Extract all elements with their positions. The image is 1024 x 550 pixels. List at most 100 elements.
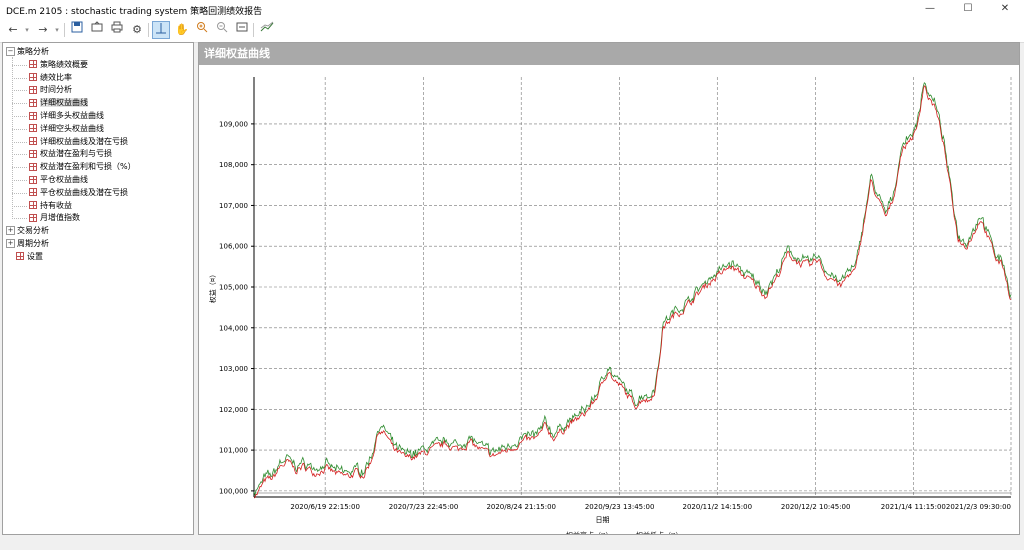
- report-icon: [29, 188, 37, 197]
- arrow-left-icon[interactable]: ←: [8, 23, 18, 36]
- report-icon: [29, 137, 37, 146]
- zoom-out-icon[interactable]: [213, 21, 231, 39]
- y-tick-label: 108,000: [219, 161, 248, 169]
- y-axis-label: 权益（¤）: [208, 271, 217, 303]
- x-axis-label: 日期: [596, 516, 610, 524]
- tree-item-0-3[interactable]: 详细权益曲线: [29, 97, 88, 109]
- panel-title: 详细权益曲线: [199, 43, 1019, 65]
- navigation-tree: − 策略分析 策略绩效概要 绩效比率 时间分析 详细权益曲线 详细多头权益曲线 详细空头权益曲…: [2, 42, 194, 535]
- equity-chart[interactable]: 100,000 101,000 102,000 103,000 104,000 105,0…: [199, 65, 1019, 534]
- tree-item-label[interactable]: 策略绩效概要: [40, 59, 88, 69]
- toolbar: ← ▾ → ▾ ⚙ ✋: [0, 18, 1024, 43]
- tree-item-label[interactable]: 绩效比率: [40, 72, 72, 82]
- tree-connector: [12, 90, 27, 92]
- settings-grid-icon: [16, 252, 24, 261]
- window-title: DCE.m 2105 : stochastic trading system 策…: [6, 7, 263, 17]
- tree-item-0-10[interactable]: 平仓权益曲线及潜在亏损: [29, 187, 128, 199]
- tree-item-label[interactable]: 月增值指数: [40, 213, 80, 223]
- tree-item-0-9[interactable]: 平仓权益曲线: [29, 174, 88, 186]
- tree-group-2[interactable]: + 周期分析: [6, 238, 49, 250]
- tree-group-label[interactable]: 周期分析: [17, 239, 49, 248]
- x-tick-label: 2021/1/4 11:15:00: [881, 503, 946, 511]
- arrow-right-icon[interactable]: →: [38, 23, 48, 36]
- tree-item-label[interactable]: 平仓权益曲线: [40, 175, 88, 184]
- tree-item-label[interactable]: 时间分析: [40, 85, 72, 95]
- tree-group-label[interactable]: 交易分析: [17, 226, 49, 236]
- tree-item-label[interactable]: 持有收益: [40, 200, 72, 210]
- tree-item-0-5[interactable]: 详细空头权益曲线: [29, 123, 104, 135]
- tree-connector: [12, 180, 27, 181]
- expand-icon[interactable]: +: [6, 226, 15, 236]
- chart-style-icon[interactable]: [258, 21, 276, 39]
- tree-item-label[interactable]: 详细多头权益曲线: [40, 111, 104, 120]
- x-tick-label: 2020/12/2 10:45:00: [781, 503, 851, 511]
- y-tick-label: 106,000: [219, 243, 248, 251]
- tree-item-label[interactable]: 详细权益曲线: [40, 98, 88, 108]
- y-tick-label: 104,000: [219, 324, 248, 332]
- x-tick-label: 2020/11/2 14:15:00: [683, 503, 753, 511]
- x-tick-label: 2021/2/3 09:30:00: [946, 503, 1011, 511]
- tree-settings-label[interactable]: 设置: [27, 251, 43, 261]
- minimize-button[interactable]: —: [925, 3, 935, 14]
- tree-connector: [12, 205, 27, 207]
- hand-pan-icon[interactable]: ✋: [175, 23, 189, 36]
- toolbar-separator: [253, 23, 254, 37]
- close-button[interactable]: ✕: [1000, 3, 1010, 14]
- report-icon: [29, 73, 37, 82]
- toolbar-separator: [148, 23, 149, 37]
- tree-item-0-12[interactable]: 月增值指数: [29, 212, 80, 224]
- tree-item-label[interactable]: 详细空头权益曲线: [40, 123, 104, 133]
- zoom-in-icon[interactable]: [193, 21, 211, 39]
- report-panel: 详细权益曲线 100,000 101,000 102,000 103,000 104,0…: [198, 42, 1020, 535]
- x-tick-label: 2020/6/19 22:15:00: [290, 503, 360, 511]
- report-icon: [29, 213, 37, 222]
- export-icon[interactable]: [88, 21, 106, 39]
- tree-item-0-4[interactable]: 详细多头权益曲线: [29, 110, 104, 122]
- tree-connector: [12, 128, 27, 130]
- y-tick-label: 103,000: [219, 365, 248, 373]
- tree-item-0-0[interactable]: 策略绩效概要: [29, 59, 88, 71]
- series-equity-low: [253, 85, 1012, 499]
- tree-connector: [12, 167, 27, 169]
- tree-item-label[interactable]: 详细权益曲线及潜在亏损: [40, 136, 128, 146]
- tree-item-0-7[interactable]: 权益潜在盈利与亏损: [29, 148, 112, 160]
- tree-connector: [12, 154, 27, 156]
- tree-group-1[interactable]: + 交易分析: [6, 225, 49, 237]
- gear-icon[interactable]: ⚙: [132, 23, 142, 36]
- chevron-down-icon[interactable]: ▾: [25, 26, 29, 34]
- tree-item-label[interactable]: 权益潜在盈利与亏损: [40, 149, 112, 159]
- tree-connector: [12, 116, 27, 117]
- x-tick-label: 2020/8/24 21:15:00: [486, 503, 556, 511]
- tree-connector: [12, 57, 13, 220]
- save-icon[interactable]: [68, 21, 86, 39]
- tree-item-0-1[interactable]: 绩效比率: [29, 72, 72, 84]
- fit-view-icon[interactable]: [233, 21, 251, 39]
- tree-item-0-8[interactable]: 权益潜在盈利和亏损（%）: [29, 161, 136, 173]
- report-icon: [29, 124, 37, 133]
- tree-item-label[interactable]: 平仓权益曲线及潜在亏损: [40, 187, 128, 197]
- tree-item-0-2[interactable]: 时间分析: [29, 84, 72, 96]
- y-tick-label: 102,000: [219, 406, 248, 414]
- collapse-icon[interactable]: −: [6, 47, 15, 56]
- maximize-button[interactable]: ☐: [963, 3, 973, 14]
- title-bar: DCE.m 2105 : stochastic trading system 策…: [0, 0, 1024, 18]
- expand-icon[interactable]: +: [6, 239, 15, 248]
- tree-item-0-6[interactable]: 详细权益曲线及潜在亏损: [29, 136, 128, 148]
- tree-connector: [12, 192, 27, 194]
- tree-group-0[interactable]: − 策略分析: [6, 46, 49, 58]
- chevron-down-icon[interactable]: ▾: [55, 26, 59, 34]
- y-tick-label: 109,000: [219, 120, 248, 128]
- y-tick-label: 101,000: [219, 447, 248, 455]
- tree-connector: [12, 141, 27, 143]
- report-icon: [29, 85, 37, 94]
- printer-icon[interactable]: [108, 21, 126, 39]
- y-tick-label: 100,000: [219, 487, 248, 495]
- crosshair-tool-icon[interactable]: [152, 21, 170, 39]
- tree-item-label[interactable]: 权益潜在盈利和亏损（%）: [40, 162, 136, 172]
- tree-settings[interactable]: 设置: [16, 251, 43, 263]
- tree-connector: [12, 218, 27, 220]
- report-icon: [29, 201, 37, 210]
- tree-group-label[interactable]: 策略分析: [17, 47, 49, 56]
- tree-item-0-11[interactable]: 持有收益: [29, 200, 72, 212]
- legend-label-high: 权益高点（¤）: [566, 531, 612, 535]
